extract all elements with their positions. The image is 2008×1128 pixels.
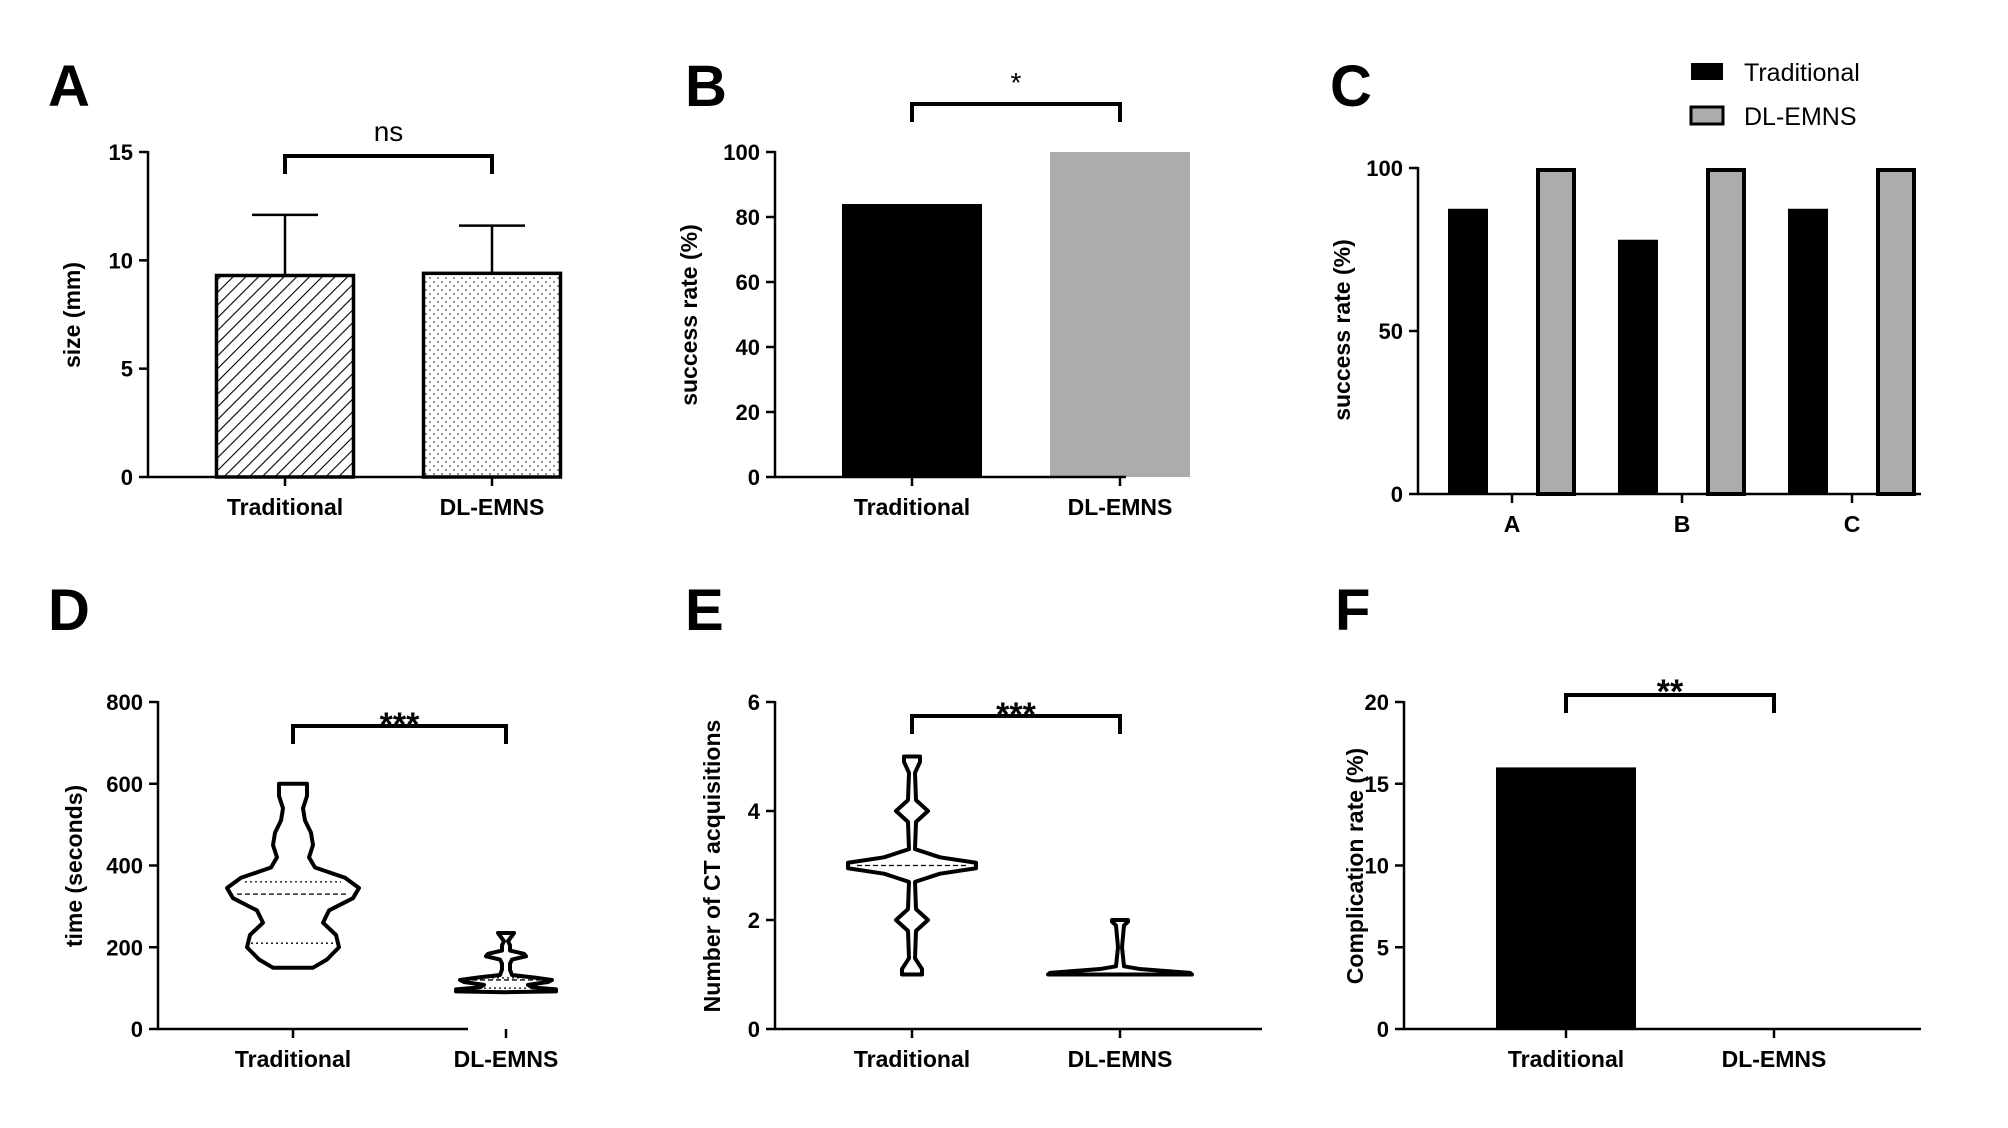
bar-traditional (1448, 208, 1488, 494)
significance-bracket (283, 154, 494, 174)
bar (421, 271, 563, 479)
significance-label: * (1011, 67, 1022, 98)
x-tick-label: DL-EMNS (1068, 1046, 1173, 1072)
violin (225, 781, 361, 970)
significance-label: ** (1657, 673, 1684, 711)
panel-label-c: C (1330, 54, 1372, 119)
bar (214, 273, 356, 479)
y-tick-label: 0 (1377, 1017, 1389, 1042)
y-tick-label: 100 (1366, 156, 1403, 181)
y-tick-label: 200 (106, 935, 143, 960)
legend: Traditional DL-EMNS (1689, 59, 1860, 131)
panel-e: 0 2 4 6 Number of CT acquisitions E Traditiona… (685, 578, 1262, 1072)
panel-f: 0 5 10 15 20 Complication rate (%) F Traditiona… (1335, 578, 1921, 1072)
bar (1050, 152, 1190, 477)
y-axis-label: Complication rate (%) (1342, 748, 1368, 984)
panel-label-f: F (1335, 578, 1370, 643)
x-tick-label: Traditional (235, 1046, 351, 1072)
panel-label-b: B (685, 54, 727, 119)
violin (846, 754, 978, 977)
y-tick-label: 0 (121, 465, 133, 490)
x-tick-label: DL-EMNS (440, 494, 545, 520)
x-tick-label: Traditional (854, 494, 970, 520)
y-axis-label: Number of CT acquisitions (699, 720, 725, 1013)
x-tick-label: Traditional (1508, 1046, 1624, 1072)
y-tick-label: 400 (106, 854, 143, 879)
y-tick-label: 15 (1365, 772, 1389, 797)
y-tick-label: 5 (1377, 935, 1389, 960)
violin (1046, 918, 1194, 977)
y-tick-label: 2 (748, 908, 760, 933)
y-tick-label: 6 (748, 690, 760, 715)
y-tick-label: 0 (748, 465, 760, 490)
x-tick-label: Traditional (227, 494, 343, 520)
x-tick-label: DL-EMNS (1722, 1046, 1827, 1072)
bar-dl-emns (1536, 168, 1576, 496)
x-tick-label: Traditional (854, 1046, 970, 1072)
y-tick-label: 10 (109, 248, 133, 273)
x-tick-label: B (1674, 511, 1691, 537)
y-axis-label: success rate (%) (1329, 239, 1355, 421)
bar-traditional (1618, 239, 1658, 494)
y-tick-label: 5 (121, 357, 133, 382)
bar-dl-emns (1876, 168, 1916, 496)
legend-swatch (1689, 105, 1725, 126)
y-axis-label: success rate (%) (676, 224, 702, 406)
significance-bracket (1564, 693, 1776, 713)
y-axis-label: time (seconds) (61, 785, 87, 947)
panel-b: 0 20 40 60 80 100 success rate (%) B Traditional… (676, 54, 1190, 520)
bar-dl-emns (1706, 168, 1746, 496)
panel-d: 0 200 400 600 800 time (seconds) D Traditional D… (48, 578, 558, 1072)
panel-label-e: E (685, 578, 724, 643)
y-tick-label: 15 (109, 140, 133, 165)
y-tick-label: 800 (106, 690, 143, 715)
x-tick-label: DL-EMNS (454, 1046, 559, 1072)
significance-label: *** (996, 696, 1036, 734)
significance-label: ns (374, 116, 404, 147)
legend-swatch (1691, 63, 1723, 80)
y-tick-label: 80 (736, 205, 760, 230)
y-axis-label: size (mm) (59, 262, 85, 368)
y-tick-label: 600 (106, 772, 143, 797)
significance-label: *** (380, 706, 420, 744)
significance-bracket (291, 724, 508, 744)
panel-c: 0 50 100 success rate (%) C A B C Traditional DL-… (1329, 54, 1921, 537)
significance-bracket (910, 714, 1122, 734)
y-tick-label: 100 (723, 140, 760, 165)
x-tick-label: A (1504, 511, 1521, 537)
panel-a: 0 5 10 15 size (mm) A Traditional DL-EMNS ns (48, 54, 563, 520)
bar-traditional (1788, 208, 1828, 494)
legend-label: DL-EMNS (1744, 103, 1857, 131)
x-tick-label: DL-EMNS (1068, 494, 1173, 520)
panel-label-a: A (48, 54, 90, 119)
y-tick-label: 40 (736, 335, 760, 360)
violin (454, 930, 558, 995)
y-tick-label: 4 (748, 799, 761, 824)
y-tick-label: 60 (736, 270, 760, 295)
y-tick-label: 0 (748, 1017, 760, 1042)
y-tick-label: 20 (1365, 690, 1389, 715)
y-tick-label: 50 (1379, 319, 1403, 344)
y-tick-label: 10 (1365, 854, 1389, 879)
significance-bracket (910, 102, 1122, 122)
y-tick-label: 0 (1391, 482, 1403, 507)
legend-label: Traditional (1744, 59, 1860, 87)
panel-label-d: D (48, 578, 90, 643)
x-tick-label: C (1844, 511, 1861, 537)
y-tick-label: 0 (131, 1017, 143, 1042)
bar (1496, 767, 1636, 1029)
bar (842, 204, 982, 477)
y-tick-label: 20 (736, 400, 760, 425)
